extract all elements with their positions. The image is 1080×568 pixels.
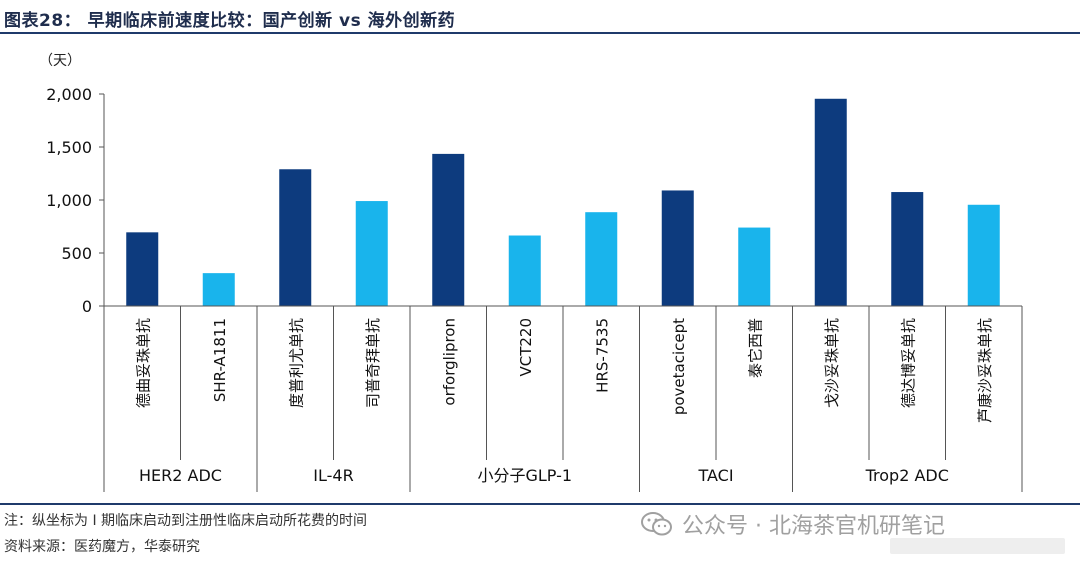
x-tick-label: 芦康沙妥珠单抗: [976, 318, 994, 423]
bar-9: [738, 227, 771, 306]
bar-1: [126, 232, 159, 306]
x-tick-label: 德曲妥珠单抗: [134, 318, 152, 408]
group-label: Trop2 ADC: [865, 466, 949, 485]
group-label: 小分子GLP-1: [477, 466, 572, 485]
bar-12: [967, 204, 1000, 306]
bar-8: [661, 190, 694, 306]
group-label: IL-4R: [313, 466, 353, 485]
wechat-icon: [641, 512, 672, 536]
x-tick-label: 戈沙妥珠单抗: [823, 318, 841, 408]
y-axis-label: （天）: [39, 53, 81, 69]
bar-2: [202, 273, 235, 306]
chart-note: 注：纵坐标为 I 期临床启动到注册性临床启动所花费的时间: [4, 513, 368, 529]
footer-divider: [0, 503, 1080, 505]
watermark: 公众号 · 北海茶官机研笔记: [640, 508, 945, 540]
x-tick-label: HRS-7535: [593, 318, 611, 393]
y-tick-label: 1,500: [46, 138, 92, 157]
bar-11: [891, 192, 924, 306]
group-label: HER2 ADC: [139, 466, 222, 485]
watermark-overlay: [890, 538, 1065, 554]
x-tick-label: 泰它西普: [746, 318, 764, 378]
bar-4: [355, 201, 388, 306]
bar-chart: （天） 0 500 1,000 1,500 2,000 德曲妥珠单抗 SHR-A1811 度…: [39, 53, 1023, 492]
x-tick-label: orforglipron: [440, 318, 458, 406]
x-tick-label: 度普利尤单抗: [287, 318, 305, 408]
chart-title: 图表28： 早期临床前速度比较：国产创新 vs 海外创新药: [4, 11, 456, 31]
bar-5: [432, 153, 465, 306]
x-tick-label: SHR-A1811: [211, 318, 229, 402]
y-tick-label: 2,000: [46, 85, 92, 104]
bar-3: [279, 169, 312, 306]
x-tick-label: povetacicept: [670, 318, 688, 415]
data-source: 资料来源：医药魔方，华泰研究: [4, 539, 200, 555]
y-tick-label: 500: [61, 244, 92, 263]
watermark-text: 公众号 · 北海茶官机研笔记: [682, 514, 945, 539]
bar-7: [585, 212, 618, 306]
x-tick-label: VCT220: [517, 318, 535, 377]
x-tick-label: 司普奇拜单抗: [364, 318, 382, 408]
bar-6: [508, 235, 541, 306]
bar-10: [814, 98, 847, 307]
title-divider: [0, 32, 1080, 34]
y-tick-label: 0: [82, 297, 92, 316]
x-tick-label: 德达博妥单抗: [899, 318, 917, 408]
group-label: TACI: [697, 466, 733, 485]
y-tick-label: 1,000: [46, 191, 92, 210]
